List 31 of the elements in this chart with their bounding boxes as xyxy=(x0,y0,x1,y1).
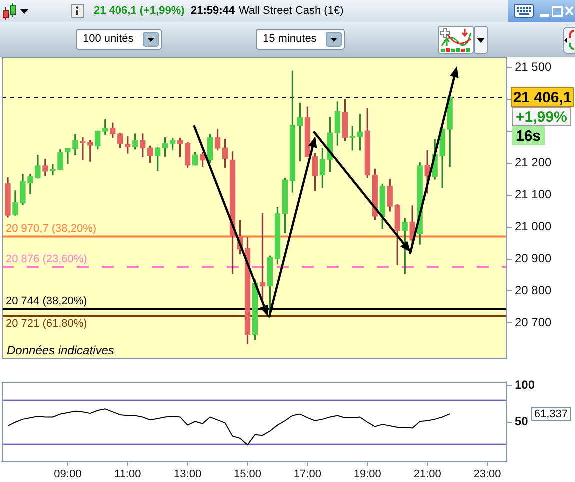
ref-line-label: 20 970,7 (38,20%) xyxy=(6,223,97,236)
text: 16s xyxy=(516,128,542,146)
text: 21 406,1 (+1,99%) xyxy=(94,4,185,19)
dropdown: 15 minutes xyxy=(256,29,345,50)
annotation: Données indicatives xyxy=(7,343,114,358)
x-tick-label: 15:00 xyxy=(234,468,262,481)
x-tick-label: 23:00 xyxy=(474,468,502,481)
y-tick-label: 100 xyxy=(515,378,536,392)
ref-line-label: 20 744 (38,20%) xyxy=(6,296,88,308)
y-tick-label: 20 800 xyxy=(515,284,552,298)
x-tick-label: 19:00 xyxy=(354,468,382,481)
y-tick-label: 21 100 xyxy=(515,188,552,202)
y-tick-label: 21 500 xyxy=(515,60,552,74)
ref-line-label: 21 406,1 xyxy=(513,90,572,107)
x-tick-label: 13:00 xyxy=(174,468,202,481)
dropdown: 100 unités xyxy=(76,29,162,50)
text: 61,337 xyxy=(534,408,568,421)
text: 21:59:44 xyxy=(191,4,236,19)
y-tick-label: 50 xyxy=(515,414,529,429)
y-tick-label: 20 900 xyxy=(515,252,552,266)
chart-title: Wall Street Cash (1€) xyxy=(239,4,344,19)
x-tick-label: 17:00 xyxy=(294,468,322,481)
x-tick-label: 09:00 xyxy=(54,468,82,481)
ref-line-label: 20 721 (61,80%) xyxy=(6,318,88,330)
x-tick-label: 21:00 xyxy=(414,468,442,481)
y-tick-label: 20 700 xyxy=(515,316,552,330)
y-tick-label: 21 200 xyxy=(515,156,552,170)
x-tick-label: 11:00 xyxy=(114,468,142,481)
text: +1,99% xyxy=(516,109,568,126)
ref-line-label: 20 876 (23,60%) xyxy=(6,253,88,266)
y-tick-label: 21 000 xyxy=(515,220,552,234)
